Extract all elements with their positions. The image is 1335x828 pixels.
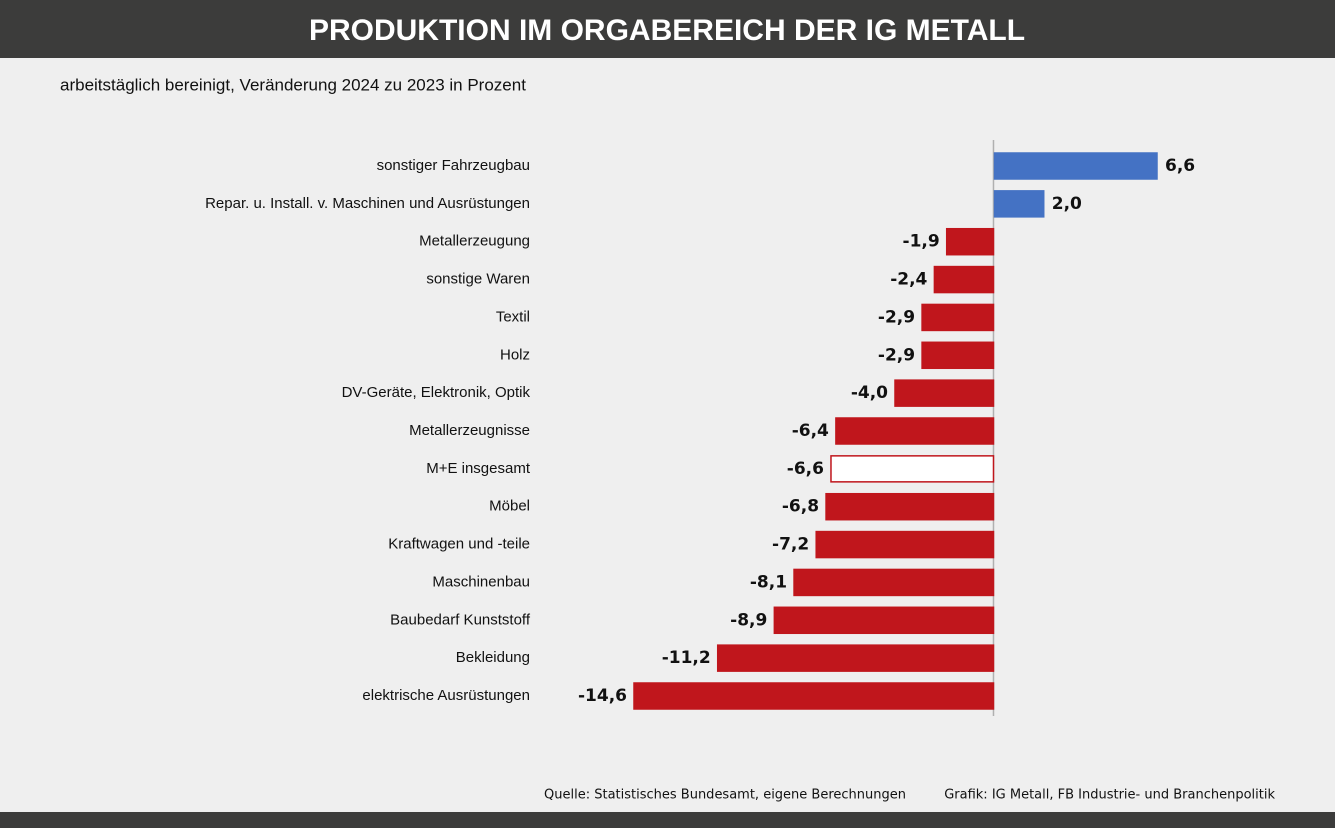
header-band <box>0 0 1335 58</box>
value-label: -14,6 <box>578 686 627 706</box>
bar <box>716 644 995 672</box>
category-label: Holz <box>500 346 530 363</box>
category-label: M+E insgesamt <box>426 460 531 477</box>
bar <box>633 682 995 710</box>
category-label: elektrische Ausrüstungen <box>362 687 530 704</box>
value-label: -2,9 <box>878 307 915 327</box>
value-label: -7,2 <box>772 535 809 555</box>
value-label: -2,9 <box>878 345 915 365</box>
value-label: 6,6 <box>1165 156 1195 176</box>
value-label: -8,9 <box>730 610 767 630</box>
category-label: DV-Geräte, Elektronik, Optik <box>342 384 531 401</box>
value-label: -4,0 <box>851 383 888 403</box>
bar <box>793 568 995 597</box>
chart-title: PRODUKTION IM ORGABEREICH DER IG METALL <box>309 14 1025 47</box>
subtitle: arbeitstäglich bereinigt, Veränderung 20… <box>60 75 526 94</box>
category-label: sonstige Waren <box>426 271 530 288</box>
bar <box>815 530 995 559</box>
value-label: -11,2 <box>662 648 711 668</box>
bar <box>933 265 995 294</box>
bar <box>825 492 995 521</box>
category-label: sonstiger Fahrzeugbau <box>377 157 530 174</box>
category-label: Möbel <box>489 498 530 515</box>
footer-band <box>0 812 1335 828</box>
category-label: Textil <box>496 308 530 325</box>
bar <box>993 152 1158 180</box>
value-label: 2,0 <box>1052 194 1082 214</box>
bar <box>773 606 995 635</box>
category-label: Maschinenbau <box>432 573 530 590</box>
category-label: Repar. u. Install. v. Maschinen und Ausr… <box>205 195 530 212</box>
value-label: -2,4 <box>890 270 927 290</box>
bar <box>894 379 995 407</box>
value-label: -1,9 <box>903 232 940 252</box>
bar <box>830 455 995 483</box>
value-label: -6,8 <box>782 497 819 517</box>
credit: Grafik: IG Metall, FB Industrie- und Bra… <box>944 788 1275 803</box>
value-label: -6,6 <box>787 459 824 479</box>
bar <box>945 227 995 256</box>
bar <box>921 341 995 370</box>
value-label: -8,1 <box>750 572 787 592</box>
category-label: Baubedarf Kunststoff <box>390 611 531 628</box>
category-label: Metallerzeugung <box>419 233 530 250</box>
bar <box>993 190 1045 218</box>
bar <box>921 303 995 332</box>
bar <box>835 417 995 445</box>
category-label: Bekleidung <box>456 649 530 666</box>
value-label: -6,4 <box>792 421 829 441</box>
source: Quelle: Statistisches Bundesamt, eigene … <box>544 788 906 803</box>
category-label: Kraftwagen und -teile <box>388 536 530 553</box>
category-label: Metallerzeugnisse <box>409 422 530 439</box>
